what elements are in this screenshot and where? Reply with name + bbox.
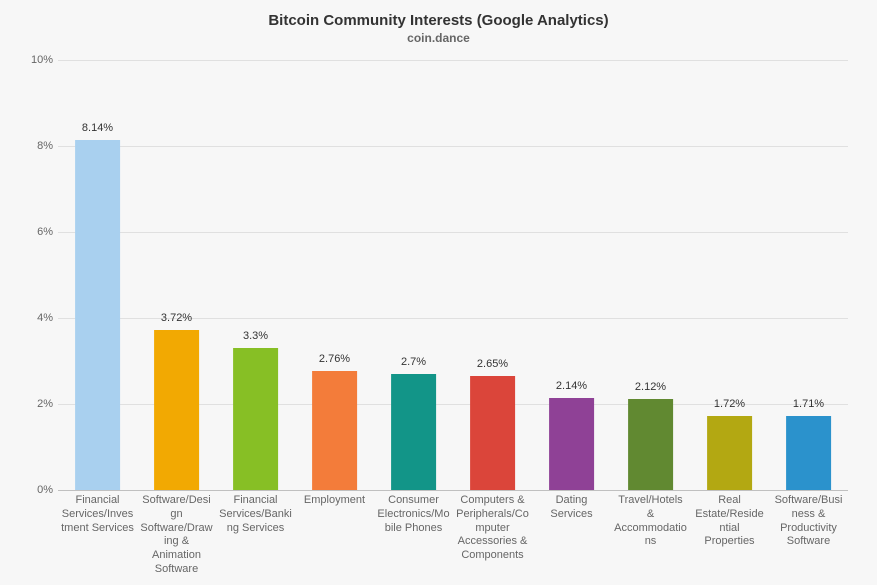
bar-chart: Bitcoin Community Interests (Google Anal… xyxy=(0,0,877,585)
bar xyxy=(233,348,279,490)
bar-slot: 8.14% xyxy=(58,60,137,490)
bar-slot: 1.71% xyxy=(769,60,848,490)
x-category-label: Consumer Electronics/Mobile Phones xyxy=(374,494,453,577)
y-tick-label: 0% xyxy=(5,484,53,496)
bar-value-label: 2.7% xyxy=(401,356,426,368)
bar xyxy=(549,398,595,490)
bar-slot: 3.72% xyxy=(137,60,216,490)
bar xyxy=(707,416,753,490)
bar-slot: 2.12% xyxy=(611,60,690,490)
bar xyxy=(312,371,358,490)
y-tick-label: 2% xyxy=(5,398,53,410)
x-category-label: Financial Services/Banking Services xyxy=(216,494,295,577)
x-category-label: Computers & Peripherals/Computer Accesso… xyxy=(453,494,532,577)
bar-value-label: 3.3% xyxy=(243,330,268,342)
plot-area: 8.14% 3.72% 3.3% 2.76% 2.7% 2.65% 2.14% 2.12% 1.… xyxy=(58,60,848,490)
bar-value-label: 2.76% xyxy=(319,353,350,365)
bar-slot: 2.7% xyxy=(374,60,453,490)
bar-value-label: 2.65% xyxy=(477,358,508,370)
gridline xyxy=(58,490,848,491)
bar-value-label: 1.72% xyxy=(714,398,745,410)
bar-value-label: 2.12% xyxy=(635,381,666,393)
bar-slot: 2.65% xyxy=(453,60,532,490)
bar xyxy=(470,376,516,490)
bar xyxy=(75,140,121,490)
x-category-label: Employment xyxy=(295,494,374,577)
y-tick-label: 6% xyxy=(5,226,53,238)
bar-value-label: 8.14% xyxy=(82,122,113,134)
chart-title: Bitcoin Community Interests (Google Anal… xyxy=(0,12,877,29)
bar-value-label: 1.71% xyxy=(793,398,824,410)
bar xyxy=(786,416,832,490)
x-category-label: Dating Services xyxy=(532,494,611,577)
x-category-label: Software/Design Software/Drawing & Anima… xyxy=(137,494,216,577)
bar-value-label: 3.72% xyxy=(161,312,192,324)
chart-header: Bitcoin Community Interests (Google Anal… xyxy=(0,12,877,45)
bar-slot: 1.72% xyxy=(690,60,769,490)
y-tick-label: 10% xyxy=(5,54,53,66)
bar-value-label: 2.14% xyxy=(556,380,587,392)
bar xyxy=(391,374,437,490)
y-tick-label: 8% xyxy=(5,140,53,152)
x-category-label: Travel/Hotels & Accommodations xyxy=(611,494,690,577)
y-tick-label: 4% xyxy=(5,312,53,324)
chart-subtitle: coin.dance xyxy=(0,31,877,45)
bar xyxy=(628,399,674,490)
x-category-label: Software/Business & Productivity Softwar… xyxy=(769,494,848,577)
bar-slot: 2.14% xyxy=(532,60,611,490)
bars-container: 8.14% 3.72% 3.3% 2.76% 2.7% 2.65% 2.14% 2.12% 1.… xyxy=(58,60,848,490)
x-category-label: Financial Services/Investment Services xyxy=(58,494,137,577)
x-category-label: Real Estate/Residential Properties xyxy=(690,494,769,577)
bar xyxy=(154,330,200,490)
x-axis-labels: Financial Services/Investment ServicesSo… xyxy=(58,494,848,577)
bar-slot: 2.76% xyxy=(295,60,374,490)
bar-slot: 3.3% xyxy=(216,60,295,490)
